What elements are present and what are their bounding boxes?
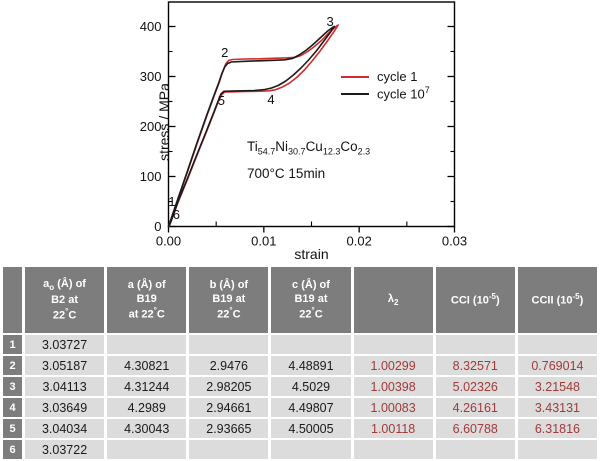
y-tick-label: 0 [154,219,161,234]
y-tick-label: 400 [140,19,162,34]
cell-ccii-row1 [517,335,597,354]
cell-ccii-row5: 6.31816 [517,419,597,438]
point-label-2: 2 [221,45,228,60]
cell-a0-b2-row2: 3.05187 [25,356,105,375]
cell-b-b19-row4: 2.94661 [189,398,269,417]
plot-box [167,1,456,228]
cell-a0-b2-row4: 3.03649 [25,398,105,417]
cell-c-b19-row6 [271,440,351,459]
legend-entry-cycle-1: cycle 1 [341,68,430,85]
header-cell-a-b19: a (Å) of B19 at 22°C [107,267,187,333]
stress-strain-chart: 0.00 0.01 0.02 0.03 0 100 200 300 400 1 6 2 5 4 3 stre… [140,1,467,262]
legend-label: cycle 107 [377,85,430,102]
cell-a0-b2-row3: 3.04113 [25,377,105,396]
cell-b-b19-row2: 2.9476 [189,356,269,375]
cell-lambda2-row4: 1.00083 [353,398,433,417]
legend-line-swatch [341,92,369,95]
cell-lambda2-row2: 1.00299 [353,356,433,375]
cell-b-b19-row3: 2.98205 [189,377,269,396]
cell-lambda2-row1 [353,335,433,354]
header-cell-lambda2: λ2 [353,267,433,333]
chart-legend: cycle 1 cycle 107 [341,68,430,102]
cell-cci-row6 [435,440,515,459]
lattice-parameter-table: ao (Å) of B2 at 22°C a (Å) of B19 at 22°C b (Å… [0,265,600,461]
cell-cci-row4: 4.26161 [435,398,515,417]
x-tick-label: 0.01 [251,234,276,249]
cell-cci-row1 [435,335,515,354]
point-label-6: 6 [173,207,180,222]
legend-line-swatch [341,75,369,78]
cell-a-b19-row3: 4.31244 [107,377,187,396]
cell-c-b19-row1 [271,335,351,354]
y-tick-label: 100 [140,169,162,184]
alloy-heat-treatment: 700°C 15min [247,165,326,181]
table-row-1: 1 3.03727 [3,335,597,354]
cell-a0-b2-row1: 3.03727 [25,335,105,354]
cell-lambda2-row3: 1.00398 [353,377,433,396]
legend-label: cycle 1 [377,69,418,84]
cell-cci-row3: 5.02326 [435,377,515,396]
row-number-header [3,267,22,333]
x-tick-label: 0.00 [156,234,181,249]
point-label-1: 1 [168,194,175,209]
cell-lambda2-row6 [353,440,433,459]
point-label-3: 3 [326,14,333,29]
cell-cci-row5: 6.60788 [435,419,515,438]
legend-entry-cycle-1e7: cycle 107 [341,85,430,102]
x-tick-label: 0.03 [442,234,467,249]
header-cell-ccii: CCII (10-5) [517,267,597,333]
header-cell-c-b19: c (Å) of B19 at 22°C [271,267,351,333]
cell-cci-row2: 8.32571 [435,356,515,375]
table-row-6: 6 3.03722 [3,440,597,459]
row-number-badge: 6 [3,440,22,459]
cell-c-b19-row5: 4.50005 [271,419,351,438]
x-axis-title: strain [294,246,329,262]
row-number-badge: 4 [3,398,22,417]
table-row-3: 3 3.04113 4.31244 2.98205 4.5029 1.00398 5.023… [3,377,597,396]
cell-lambda2-row5: 1.00118 [353,419,433,438]
chart-canvas: 0.00 0.01 0.02 0.03 0 100 200 300 400 16 2 5 4 3 [140,1,467,249]
lattice-table: ao (Å) of B2 at 22°C a (Å) of B19 at 22°C b (Å… [0,265,600,461]
header-cell-b-b19: b (Å) of B19 at 22°C [189,267,269,333]
cell-b-b19-row5: 2.93665 [189,419,269,438]
cell-c-b19-row4: 4.49807 [271,398,351,417]
table-header-row: ao (Å) of B2 at 22°C a (Å) of B19 at 22°C b (Å… [3,267,597,333]
y-tick-label: 300 [140,69,162,84]
cell-a0-b2-row6: 3.03722 [25,440,105,459]
cell-b-b19-row1 [189,335,269,354]
cell-c-b19-row2: 4.48891 [271,356,351,375]
cell-a-b19-row1 [107,335,187,354]
row-number-badge: 2 [3,356,22,375]
cell-ccii-row6 [517,440,597,459]
cell-a-b19-row2: 4.30821 [107,356,187,375]
cell-a-b19-row4: 4.2989 [107,398,187,417]
alloy-annotation: Ti54.7Ni30.7Cu12.3Co2.3 700°C 15min [247,136,370,184]
header-cell-a0-b2: ao (Å) of B2 at 22°C [25,267,105,333]
y-tick-label: 200 [140,119,162,134]
y-axis-title: stress / MPa [156,83,172,161]
cell-b-b19-row6 [189,440,269,459]
cell-ccii-row4: 3.43131 [517,398,597,417]
row-number-badge: 1 [3,335,22,354]
alloy-composition: Ti54.7Ni30.7Cu12.3Co2.3 [247,139,371,157]
cell-a-b19-row5: 4.30043 [107,419,187,438]
row-number-badge: 3 [3,377,22,396]
table-row-5: 5 3.04034 4.30043 2.93665 4.50005 1.00118 6.60… [3,419,597,438]
header-cell-cci: CCI (10-5) [435,267,515,333]
table-row-4: 4 3.03649 4.2989 2.94661 4.49807 1.00083 4.261… [3,398,597,417]
point-label-5: 5 [218,93,225,108]
cell-ccii-row2: 0.769014 [517,356,597,375]
cell-ccii-row3: 3.21548 [517,377,597,396]
cell-a-b19-row6 [107,440,187,459]
point-label-4: 4 [267,92,274,107]
cell-a0-b2-row5: 3.04034 [25,419,105,438]
row-number-badge: 5 [3,419,22,438]
curve-cycle-1e7 [167,25,336,228]
x-tick-label: 0.02 [347,234,372,249]
cell-c-b19-row3: 4.5029 [271,377,351,396]
table-row-2: 2 3.05187 4.30821 2.9476 4.48891 1.00299 8.325… [3,356,597,375]
